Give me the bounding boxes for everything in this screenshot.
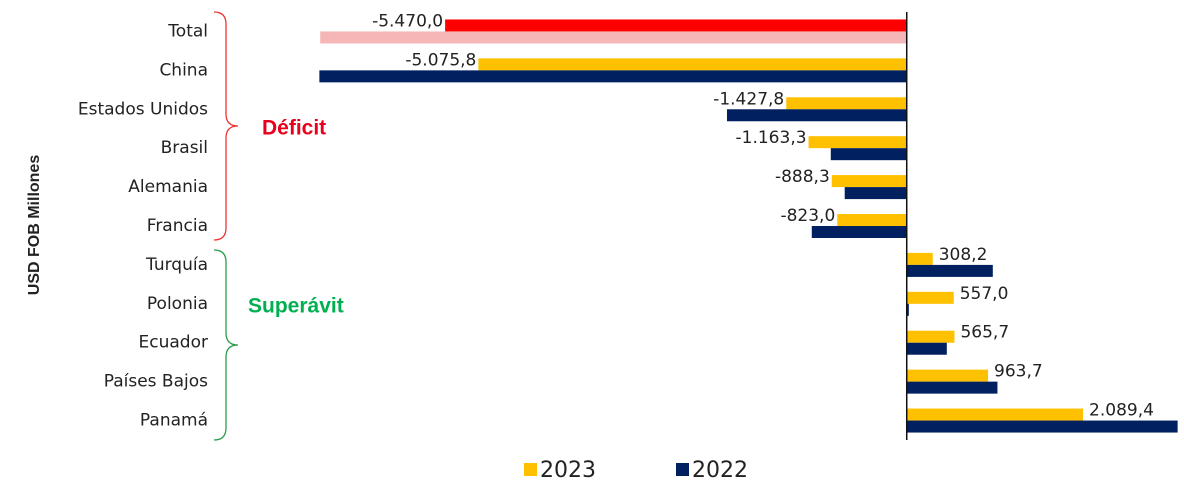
data-label: -5.075,8	[405, 50, 476, 70]
data-label: -5.470,0	[372, 11, 443, 31]
bar	[906, 342, 947, 355]
annotation: Superávit	[248, 295, 344, 318]
data-label: -1.427,8	[713, 89, 784, 109]
y-tick-label: Panamá	[140, 411, 208, 431]
y-tick-label: Brasil	[161, 138, 208, 158]
bar	[319, 70, 907, 83]
bar	[445, 19, 907, 32]
bar	[906, 381, 998, 394]
data-label: -1.163,3	[736, 128, 807, 148]
data-label: 2.089,4	[1089, 401, 1154, 421]
bar	[320, 31, 907, 44]
legend-label: 2022	[692, 458, 748, 483]
surplus-brace	[213, 249, 239, 441]
annotation: Déficit	[262, 117, 326, 140]
legend-label: 2023	[540, 458, 596, 483]
y-tick-label: Estados Unidos	[78, 99, 208, 119]
bar	[906, 291, 954, 304]
data-label: 557,0	[960, 284, 1009, 304]
y-tick-label: China	[159, 60, 208, 80]
data-label: -823,0	[780, 206, 835, 226]
y-tick-label: Alemania	[128, 177, 208, 197]
bar	[906, 252, 933, 265]
y-tick-label: Polonia	[147, 294, 208, 314]
bar	[811, 226, 907, 238]
bar	[830, 148, 907, 161]
bar	[906, 330, 955, 343]
data-label: -888,3	[775, 167, 830, 187]
bar	[478, 58, 907, 71]
legend-swatch	[676, 463, 689, 476]
y-tick-label: Países Bajos	[104, 372, 208, 392]
bar	[906, 264, 993, 277]
y-tick-label: Total	[167, 21, 208, 41]
data-label: 308,2	[939, 245, 988, 265]
bar	[906, 369, 989, 382]
y-tick-label: Ecuador	[139, 333, 208, 353]
data-label: 565,7	[960, 323, 1009, 343]
bar	[726, 109, 907, 122]
y-tick-label: Francia	[147, 216, 208, 236]
bar	[906, 420, 1178, 433]
bar	[786, 97, 907, 110]
legend-swatch	[524, 463, 537, 476]
y-axis-label: USD FOB Millones	[26, 155, 43, 296]
bar	[831, 175, 907, 188]
bar	[808, 136, 907, 149]
deficit-brace	[213, 11, 239, 241]
data-label: 963,7	[994, 362, 1043, 382]
y-tick-label: Turquía	[145, 255, 208, 275]
bar	[906, 408, 1084, 421]
bar	[837, 214, 907, 226]
bar	[844, 187, 907, 200]
bar	[906, 303, 909, 316]
